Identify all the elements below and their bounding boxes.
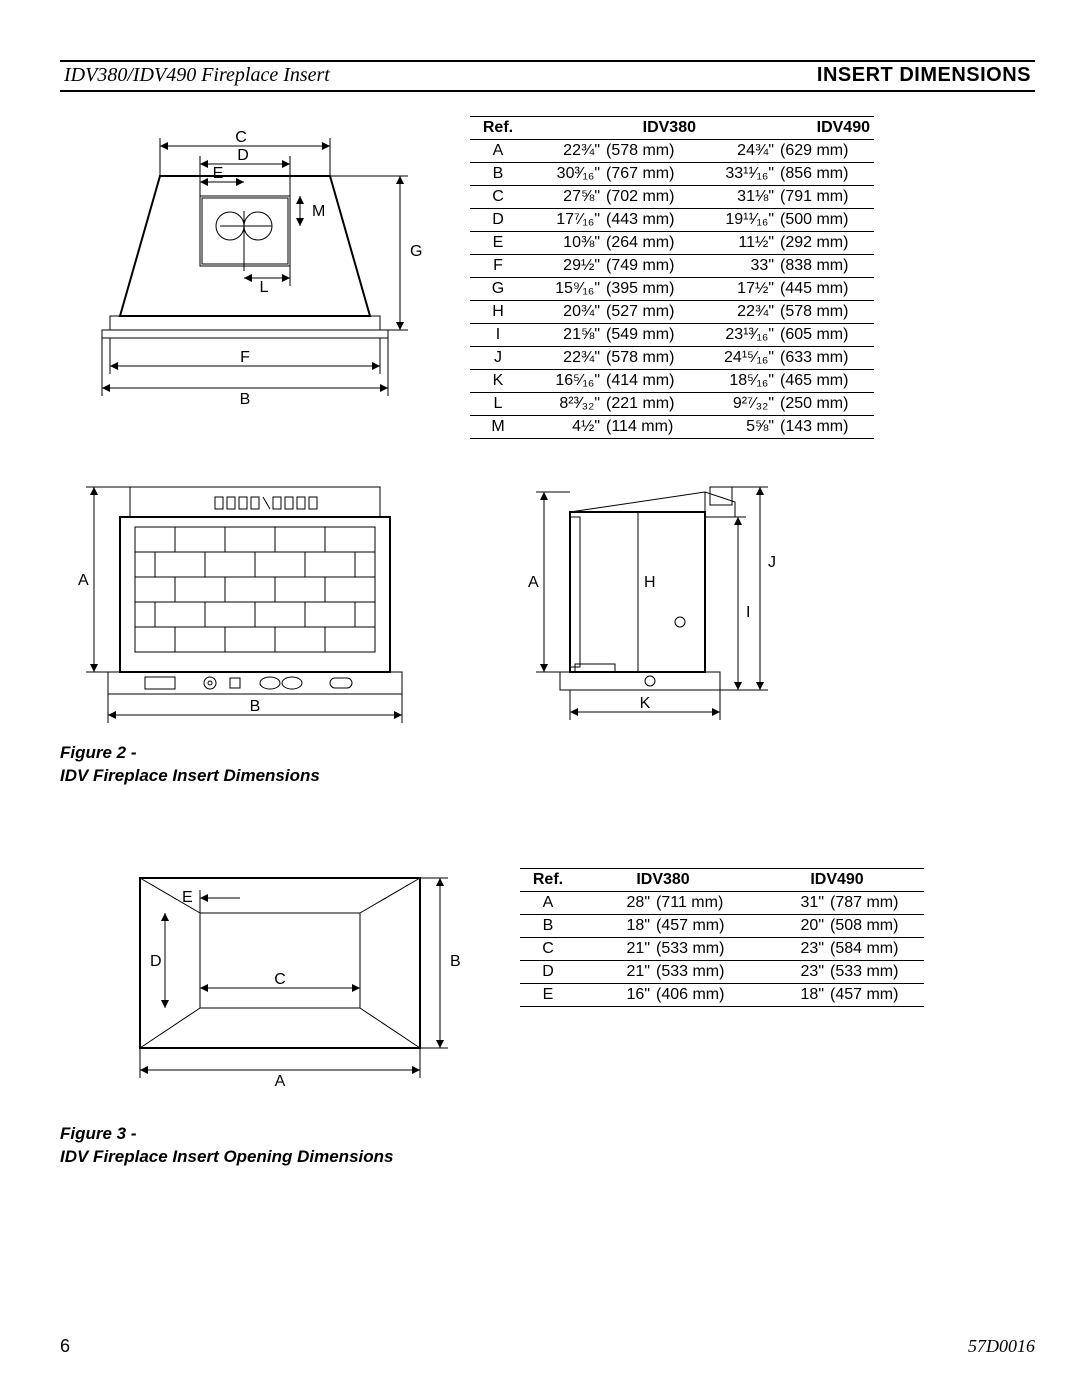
- dimensions-table-1: Ref. IDV380 IDV490 A 22¾"(578 mm) 24¾"(6…: [470, 116, 874, 439]
- diagram-top-view: C D E M: [60, 116, 430, 411]
- table-row: E 16"(406 mm) 18"(457 mm): [520, 983, 924, 1006]
- t2-h-ref: Ref.: [520, 868, 576, 891]
- table-row: M 4½"(114 mm) 5⅝"(143 mm): [470, 416, 874, 439]
- svg-text:K: K: [640, 695, 651, 712]
- svg-text:L: L: [260, 279, 269, 296]
- svg-text:F: F: [240, 349, 250, 366]
- svg-text:H: H: [644, 574, 656, 591]
- svg-text:E: E: [213, 165, 224, 182]
- svg-text:G: G: [410, 243, 422, 260]
- svg-text:M: M: [312, 203, 325, 220]
- fig3-line2: IDV Fireplace Insert Opening Dimensions: [60, 1147, 393, 1166]
- table-row: I 21⅝"(549 mm) 23¹³⁄₁₆"(605 mm): [470, 324, 874, 347]
- table-row: G 15⁹⁄₁₆"(395 mm) 17½"(445 mm): [470, 278, 874, 301]
- table-row: A 22¾"(578 mm) 24¾"(629 mm): [470, 140, 874, 163]
- t1-h-ref: Ref.: [470, 117, 526, 140]
- svg-text:D: D: [150, 953, 162, 970]
- svg-text:B: B: [250, 698, 261, 715]
- t2-h-490: IDV490: [750, 868, 924, 891]
- table-row: C 27⅝"(702 mm) 31⅛"(791 mm): [470, 186, 874, 209]
- svg-text:A: A: [78, 572, 89, 589]
- fig2-line1: Figure 2 -: [60, 743, 137, 762]
- svg-text:A: A: [275, 1073, 286, 1088]
- figure3-caption: Figure 3 - IDV Fireplace Insert Opening …: [60, 1123, 1035, 1169]
- header-right: INSERT DIMENSIONS: [817, 64, 1031, 87]
- fig2-line2: IDV Fireplace Insert Dimensions: [60, 766, 320, 785]
- svg-text:E: E: [182, 889, 193, 906]
- diagram-side-view: A H J I: [510, 467, 810, 732]
- page-number: 6: [60, 1336, 70, 1357]
- table-row: C 21"(533 mm) 23"(584 mm): [520, 937, 924, 960]
- diagram-opening: E D C B: [100, 858, 460, 1093]
- table-row: A 28"(711 mm) 31"(787 mm): [520, 891, 924, 914]
- fig3-line1: Figure 3 -: [60, 1124, 137, 1143]
- figure2-caption: Figure 2 - IDV Fireplace Insert Dimensio…: [60, 742, 1035, 788]
- doc-number: 57D0016: [968, 1336, 1035, 1357]
- svg-text:A: A: [528, 574, 539, 591]
- table-row: L 8²³⁄₃₂"(221 mm) 9²⁷⁄₃₂"(250 mm): [470, 393, 874, 416]
- dimensions-table-2: Ref. IDV380 IDV490 A 28"(711 mm) 31"(787…: [520, 868, 924, 1007]
- svg-text:D: D: [237, 147, 249, 164]
- table-row: F 29½"(749 mm) 33"(838 mm): [470, 255, 874, 278]
- table-row: H 20¾"(527 mm) 22¾"(578 mm): [470, 301, 874, 324]
- table-row: D 21"(533 mm) 23"(533 mm): [520, 960, 924, 983]
- header-bar: IDV380/IDV490 Fireplace Insert INSERT DI…: [60, 60, 1035, 92]
- table-row: E 10⅜"(264 mm) 11½"(292 mm): [470, 232, 874, 255]
- table-row: B 30³⁄₁₆"(767 mm) 33¹¹⁄₁₆"(856 mm): [470, 163, 874, 186]
- t2-h-380: IDV380: [576, 868, 750, 891]
- svg-text:C: C: [274, 971, 286, 988]
- table-row: K 16⁵⁄₁₆"(414 mm) 18⁵⁄₁₆"(465 mm): [470, 370, 874, 393]
- table-row: J 22¾"(578 mm) 24¹⁵⁄₁₆"(633 mm): [470, 347, 874, 370]
- svg-text:B: B: [240, 391, 251, 406]
- page-footer: 6 57D0016: [60, 1336, 1035, 1357]
- diagram-front-view: A B: [60, 467, 420, 732]
- t1-h-380: IDV380: [526, 117, 700, 140]
- svg-text:B: B: [450, 953, 460, 970]
- svg-text:I: I: [746, 604, 750, 621]
- table-row: B 18"(457 mm) 20"(508 mm): [520, 914, 924, 937]
- t1-h-490: IDV490: [700, 117, 874, 140]
- table-row: D 17⁷⁄₁₆"(443 mm) 19¹¹⁄₁₆"(500 mm): [470, 209, 874, 232]
- svg-text:C: C: [235, 129, 247, 146]
- svg-text:J: J: [768, 554, 776, 571]
- header-left: IDV380/IDV490 Fireplace Insert: [64, 64, 330, 87]
